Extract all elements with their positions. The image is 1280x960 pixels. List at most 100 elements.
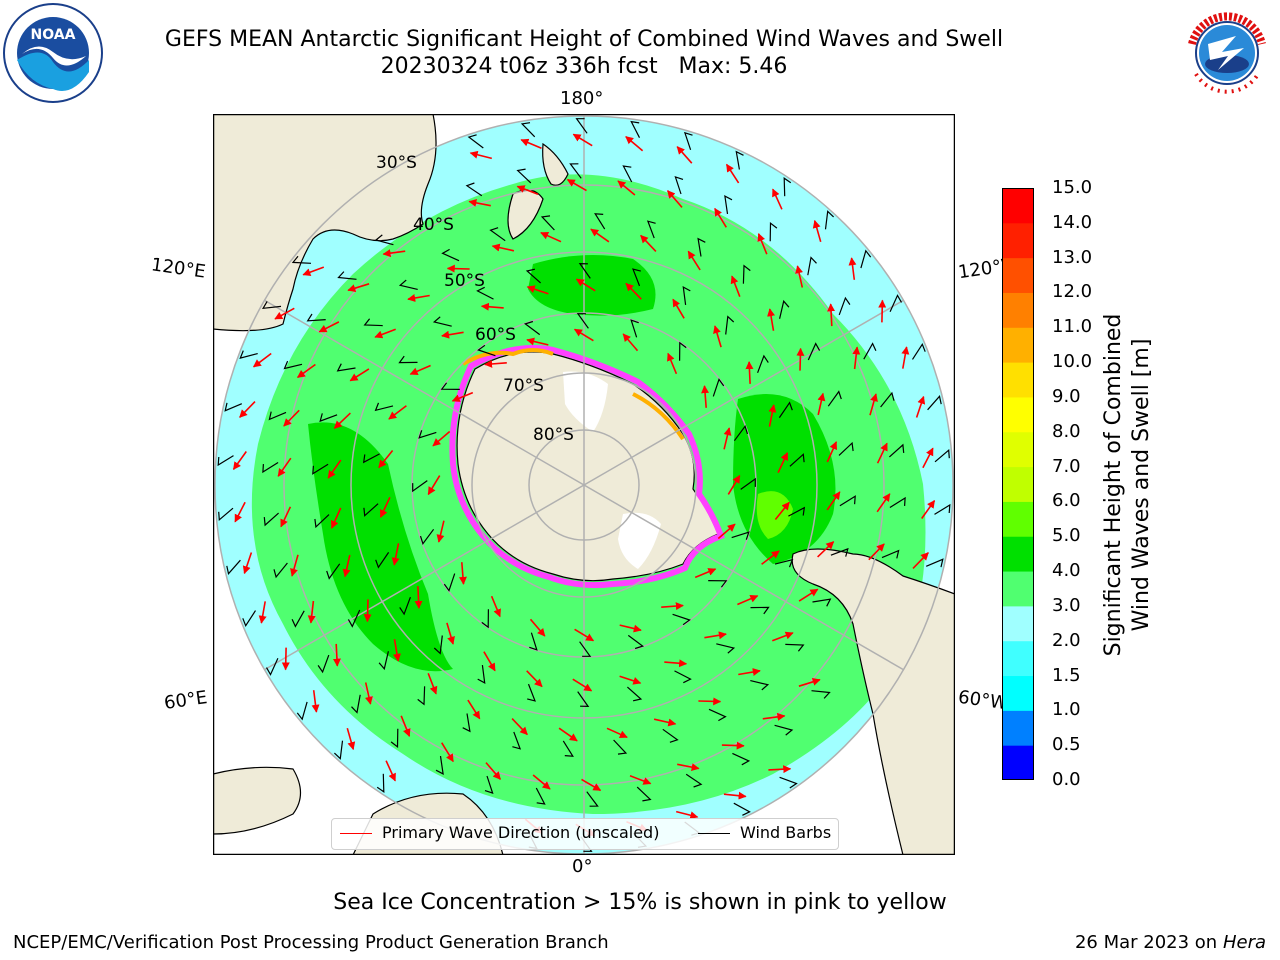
wind-barb — [443, 573, 456, 592]
wave-direction-arrow — [311, 690, 320, 713]
chart-subtitle: 20230324 t06z 336h fcst Max: 5.46 — [380, 54, 788, 79]
wind-barb — [827, 390, 842, 407]
wave-direction-arrow — [388, 405, 407, 420]
wind-barb — [811, 690, 831, 699]
wave-direction-arrow — [511, 718, 528, 736]
wind-barb — [925, 558, 944, 568]
wave-direction-arrow — [414, 586, 423, 609]
wave-direction-arrow — [407, 294, 430, 302]
wind-barb — [838, 441, 854, 456]
wind-barb — [889, 496, 906, 509]
lon-label-180: 180° — [560, 88, 604, 109]
noaa-logo-text: NOAA — [31, 27, 76, 43]
legend-swatch-wave — [340, 833, 372, 834]
colorbar-tick-label: 1.0 — [1052, 699, 1081, 721]
wave-direction-arrow — [363, 599, 372, 623]
ocean-high-waves-pacific — [528, 255, 656, 316]
wave-direction-arrow — [622, 333, 639, 352]
colorbar-segment — [1002, 396, 1034, 433]
wave-direction-arrow — [296, 363, 316, 379]
wind-barb — [261, 301, 282, 310]
wind-barb — [724, 195, 733, 214]
wind-barb — [226, 559, 241, 575]
wind-barb — [674, 670, 692, 684]
wave-direction-arrow — [441, 330, 464, 339]
wind-barb — [622, 165, 633, 183]
wave-direction-arrow — [242, 552, 253, 575]
wind-barb — [733, 424, 749, 442]
wind-barb — [374, 402, 394, 412]
wave-direction-arrow — [274, 307, 295, 320]
wind-barb — [433, 635, 443, 655]
wind-barb — [742, 264, 751, 284]
wind-barb — [263, 512, 279, 527]
wave-direction-arrow — [342, 554, 351, 578]
wind-barb — [337, 271, 357, 280]
wave-direction-arrow — [701, 385, 710, 408]
wind-barb — [807, 256, 817, 276]
colorbar-tick-label: 7.0 — [1052, 455, 1081, 477]
wind-barb — [860, 249, 872, 269]
wind-barb — [774, 724, 794, 736]
wind-barb — [462, 713, 471, 733]
colorbar-segment — [1002, 710, 1034, 746]
wind-barb — [540, 215, 555, 231]
wave-direction-arrow — [915, 395, 926, 418]
wind-barb — [778, 401, 793, 418]
wind-barb — [562, 740, 574, 757]
wave-direction-arrow — [581, 778, 602, 792]
wind-barbs — [217, 118, 951, 852]
colorbar-segment — [1002, 466, 1034, 502]
wind-barb — [376, 773, 385, 793]
wind-barb — [484, 775, 494, 795]
wave-direction-arrow — [619, 624, 642, 633]
wind-barb — [712, 378, 725, 397]
wind-barb — [417, 686, 426, 706]
wave-direction-arrow — [446, 264, 470, 273]
wind-barb — [934, 503, 951, 515]
wind-barb — [830, 547, 849, 557]
wave-direction-arrow — [772, 631, 794, 642]
wind-barb — [783, 177, 792, 197]
wind-barb — [265, 657, 279, 676]
wave-direction-arrow — [667, 352, 678, 375]
wind-barb — [578, 262, 591, 279]
wave-direction-arrow — [869, 393, 878, 416]
wind-barb — [757, 354, 769, 374]
lon-label-60e: 60°E — [162, 687, 209, 714]
colorbar-tick-label: 3.0 — [1052, 594, 1081, 616]
wave-direction-arrow — [876, 442, 888, 464]
colorbar-tick-label: 4.0 — [1052, 560, 1081, 582]
wind-barb — [674, 175, 684, 195]
colorbar-segment — [1002, 292, 1034, 328]
wave-direction-arrow — [730, 275, 741, 297]
wind-barb — [889, 443, 905, 458]
wave-direction-arrow — [332, 643, 341, 667]
wave-direction-arrow — [280, 506, 292, 528]
colorbar-tick-label: 12.0 — [1052, 281, 1093, 303]
wind-barb — [889, 294, 903, 313]
wave-direction-arrow — [364, 682, 373, 705]
wave-direction-arrow — [347, 283, 370, 292]
wave-direction-arrow — [391, 543, 400, 566]
wave-direction-arrow — [768, 404, 777, 427]
land-new-zealand — [542, 142, 569, 186]
credit-date: 26 Mar 2023 on Hera — [1075, 932, 1266, 953]
wave-direction-arrow — [868, 543, 885, 561]
wind-barb — [785, 643, 805, 652]
wind-barb — [477, 665, 486, 684]
wave-direction-arrow — [812, 219, 822, 243]
wave-direction-arrow — [318, 321, 340, 333]
wave-direction-arrow — [617, 180, 636, 196]
ocean-high-waves-indian — [308, 422, 453, 672]
wind-barb — [314, 514, 330, 529]
credit-date-text: 26 Mar 2023 on — [1074, 932, 1218, 953]
colorbar-tick-label: 8.0 — [1052, 420, 1081, 442]
wave-direction-arrow — [572, 678, 593, 692]
wave-direction-arrow — [721, 741, 745, 750]
wave-direction-arrow — [490, 595, 501, 618]
sea-ice-thick-east — [632, 392, 685, 441]
wind-barb — [374, 234, 394, 246]
wind-barb — [682, 286, 691, 305]
wave-direction-arrow — [713, 325, 722, 348]
